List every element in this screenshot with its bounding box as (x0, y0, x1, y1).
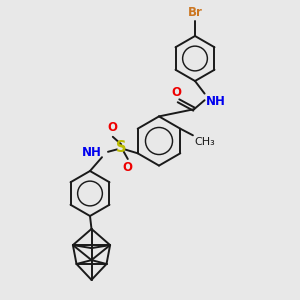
Text: NH: NH (82, 146, 102, 159)
Text: O: O (123, 161, 133, 174)
Text: O: O (108, 122, 118, 134)
Text: S: S (116, 140, 126, 155)
Text: Br: Br (188, 7, 202, 20)
Text: NH: NH (206, 95, 226, 108)
Text: CH₃: CH₃ (194, 137, 215, 147)
Text: O: O (171, 86, 181, 99)
